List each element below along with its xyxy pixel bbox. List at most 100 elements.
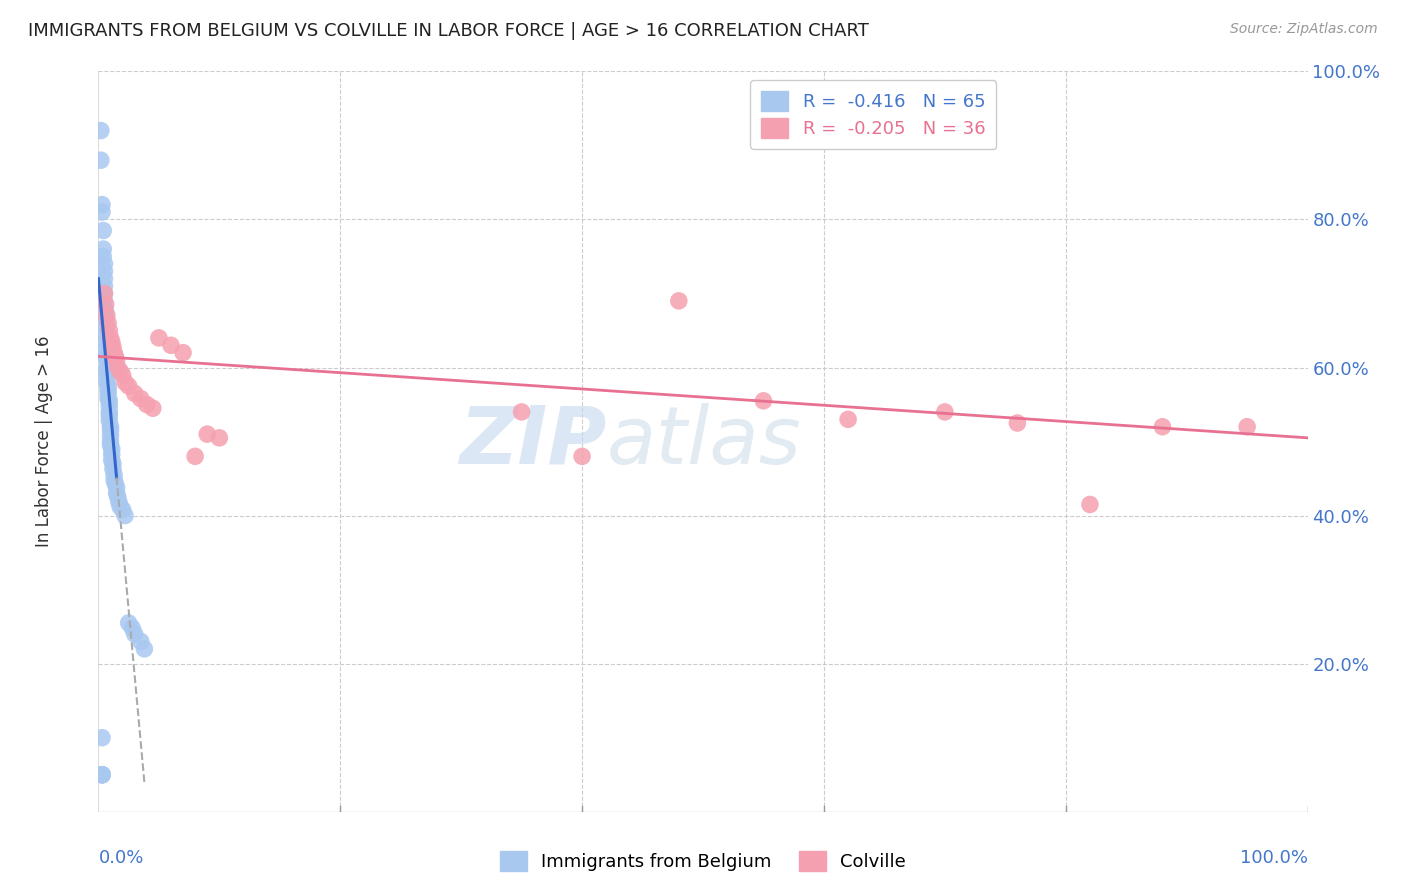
Point xyxy=(91,223,114,237)
Point xyxy=(98,399,121,413)
Point xyxy=(129,392,152,406)
Point xyxy=(108,364,131,378)
Point xyxy=(1078,498,1101,512)
Point xyxy=(103,345,125,359)
Legend: Immigrants from Belgium, Colville: Immigrants from Belgium, Colville xyxy=(492,844,914,879)
Point xyxy=(98,409,121,423)
Point xyxy=(93,301,115,316)
Point xyxy=(108,495,131,509)
Point xyxy=(1236,419,1258,434)
Point xyxy=(510,405,533,419)
Point xyxy=(101,457,124,471)
Point xyxy=(752,393,775,408)
Point xyxy=(124,386,146,401)
Point xyxy=(184,450,207,464)
Point xyxy=(93,293,115,308)
Point xyxy=(96,353,118,368)
Point xyxy=(91,767,114,781)
Text: 100.0%: 100.0% xyxy=(1240,849,1308,867)
Point xyxy=(1007,416,1029,430)
Point xyxy=(98,324,121,338)
Point xyxy=(98,393,121,408)
Point xyxy=(93,264,115,278)
Point xyxy=(101,462,124,476)
Point xyxy=(97,379,120,393)
Point xyxy=(100,447,122,461)
Point xyxy=(96,369,118,384)
Point xyxy=(100,424,122,438)
Point xyxy=(118,615,141,630)
Text: Source: ZipAtlas.com: Source: ZipAtlas.com xyxy=(1230,22,1378,37)
Point xyxy=(107,360,129,375)
Point xyxy=(94,334,117,349)
Point xyxy=(94,342,117,356)
Point xyxy=(172,345,194,359)
Text: ZIP: ZIP xyxy=(458,402,606,481)
Point xyxy=(934,405,956,419)
Point xyxy=(94,350,117,364)
Point xyxy=(100,453,122,467)
Point xyxy=(100,419,122,434)
Point xyxy=(105,486,128,500)
Point xyxy=(104,476,127,491)
Point xyxy=(103,473,125,487)
Point xyxy=(94,319,117,334)
Point xyxy=(100,428,122,442)
Point xyxy=(100,438,122,452)
Point xyxy=(93,257,115,271)
Point xyxy=(93,271,115,285)
Point xyxy=(91,197,114,211)
Point xyxy=(97,316,120,330)
Point xyxy=(134,641,156,656)
Point xyxy=(124,627,146,641)
Point xyxy=(93,286,115,301)
Point xyxy=(108,500,131,514)
Legend: R =  -0.416   N = 65, R =  -0.205   N = 36: R = -0.416 N = 65, R = -0.205 N = 36 xyxy=(751,80,997,149)
Point xyxy=(98,405,121,419)
Point xyxy=(100,331,122,345)
Point xyxy=(96,309,118,323)
Point xyxy=(104,350,127,364)
Point xyxy=(837,412,859,426)
Text: atlas: atlas xyxy=(606,402,801,481)
Point xyxy=(100,334,122,349)
Point xyxy=(94,305,117,319)
Point xyxy=(103,467,125,482)
Text: 0.0%: 0.0% xyxy=(98,849,143,867)
Point xyxy=(91,767,114,781)
Point xyxy=(1152,419,1174,434)
Point xyxy=(94,312,117,326)
Point xyxy=(93,279,115,293)
Point xyxy=(94,297,117,311)
Point xyxy=(111,368,134,382)
Point xyxy=(101,340,124,354)
Point xyxy=(91,242,114,256)
Point xyxy=(160,338,183,352)
Point xyxy=(98,414,121,428)
Point xyxy=(105,480,128,494)
Point xyxy=(96,364,118,378)
Point xyxy=(96,376,118,390)
Point xyxy=(105,353,128,368)
Point xyxy=(91,205,114,219)
Point xyxy=(97,392,120,406)
Point xyxy=(97,386,120,401)
Point xyxy=(91,767,114,781)
Point xyxy=(91,731,114,745)
Point xyxy=(195,427,218,442)
Point xyxy=(100,442,122,456)
Point xyxy=(93,286,115,301)
Point xyxy=(114,508,136,523)
Point xyxy=(91,250,114,264)
Point xyxy=(571,450,593,464)
Point xyxy=(135,398,157,412)
Point xyxy=(121,621,143,635)
Point xyxy=(100,434,122,449)
Point xyxy=(94,327,117,342)
Point xyxy=(208,431,231,445)
Text: IMMIGRANTS FROM BELGIUM VS COLVILLE IN LABOR FORCE | AGE > 16 CORRELATION CHART: IMMIGRANTS FROM BELGIUM VS COLVILLE IN L… xyxy=(28,22,869,40)
Point xyxy=(668,293,690,308)
Point xyxy=(118,379,141,393)
Point xyxy=(142,401,165,416)
Point xyxy=(96,360,118,375)
